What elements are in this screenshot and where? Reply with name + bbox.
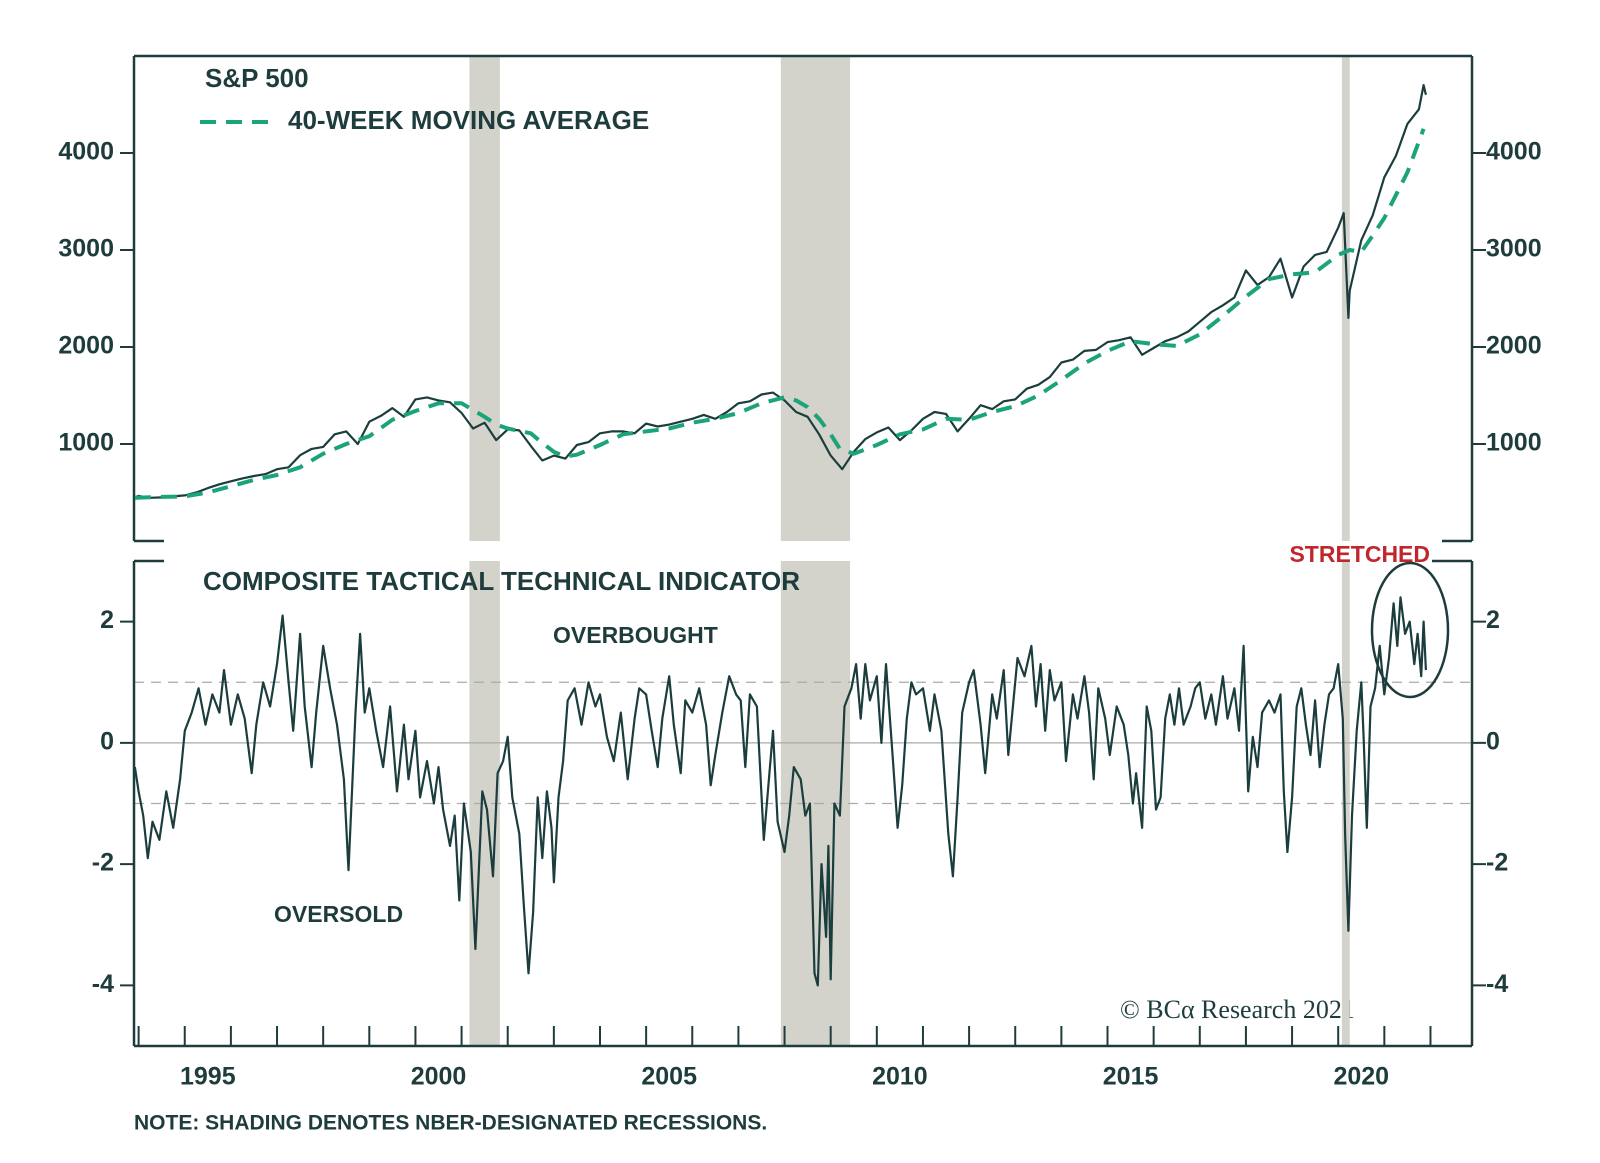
series-line [133, 596, 1427, 987]
y-tick-label: 3000 [58, 235, 114, 263]
y-tick-label: -2 [92, 849, 114, 877]
y-tick-label: 0 [1486, 727, 1500, 755]
y-tick-label: 3000 [1486, 235, 1542, 263]
series-line [134, 84, 1427, 499]
y-tick-label: 4000 [58, 138, 114, 166]
recession-shading [469, 56, 500, 541]
legend-label: 40-WEEK MOVING AVERAGE [288, 105, 649, 135]
y-tick-label: -2 [1486, 849, 1508, 877]
annotation: OVERBOUGHT [553, 622, 718, 648]
recession-shading [780, 56, 851, 541]
x-tick-label: 2000 [411, 1063, 467, 1091]
series-line [134, 128, 1426, 500]
x-tick-label: 1995 [180, 1063, 236, 1091]
y-tick-label: -4 [92, 970, 114, 998]
y-tick-label: 2 [100, 606, 114, 634]
panel-title: COMPOSITE TACTICAL TECHNICAL INDICATOR [203, 566, 800, 596]
x-tick-label: 2015 [1103, 1063, 1159, 1091]
y-tick-label: 0 [100, 727, 114, 755]
highlight-circle [1370, 561, 1450, 699]
y-tick-label: 2000 [1486, 332, 1542, 360]
source: © BCα Research 2021 [1120, 995, 1355, 1024]
x-tick-label: 2005 [641, 1063, 697, 1091]
annotation: OVERSOLD [274, 901, 403, 927]
y-tick-label: 2000 [58, 332, 114, 360]
recession-shading [1341, 56, 1350, 541]
legend-label: S&P 500 [205, 63, 309, 93]
x-tick-label: 2010 [872, 1063, 928, 1091]
y-tick-label: 4000 [1486, 138, 1542, 166]
y-tick-label: 1000 [58, 429, 114, 457]
y-tick-label: 1000 [1486, 429, 1542, 457]
note: NOTE: SHADING DENOTES NBER-DESIGNATED RE… [134, 1112, 767, 1135]
y-tick-label: 2 [1486, 606, 1500, 634]
y-tick-label: -4 [1486, 970, 1508, 998]
x-tick-label: 2020 [1333, 1063, 1389, 1091]
